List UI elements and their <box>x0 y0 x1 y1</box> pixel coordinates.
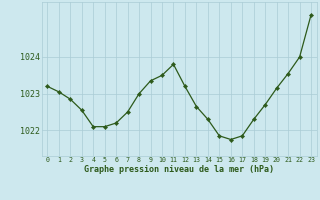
X-axis label: Graphe pression niveau de la mer (hPa): Graphe pression niveau de la mer (hPa) <box>84 165 274 174</box>
